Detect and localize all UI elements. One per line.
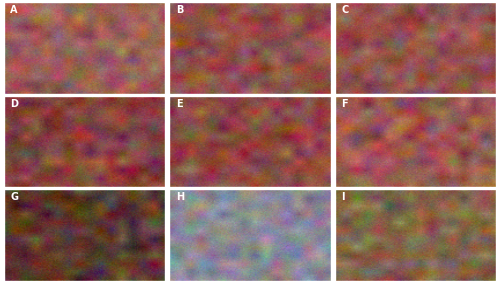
Text: I: I: [341, 192, 344, 202]
Text: C: C: [341, 5, 348, 15]
Text: H: H: [176, 192, 184, 202]
Text: G: G: [10, 192, 18, 202]
Text: A: A: [10, 5, 18, 15]
Text: F: F: [341, 98, 348, 109]
Text: D: D: [10, 98, 18, 109]
Text: B: B: [176, 5, 183, 15]
Text: E: E: [176, 98, 182, 109]
